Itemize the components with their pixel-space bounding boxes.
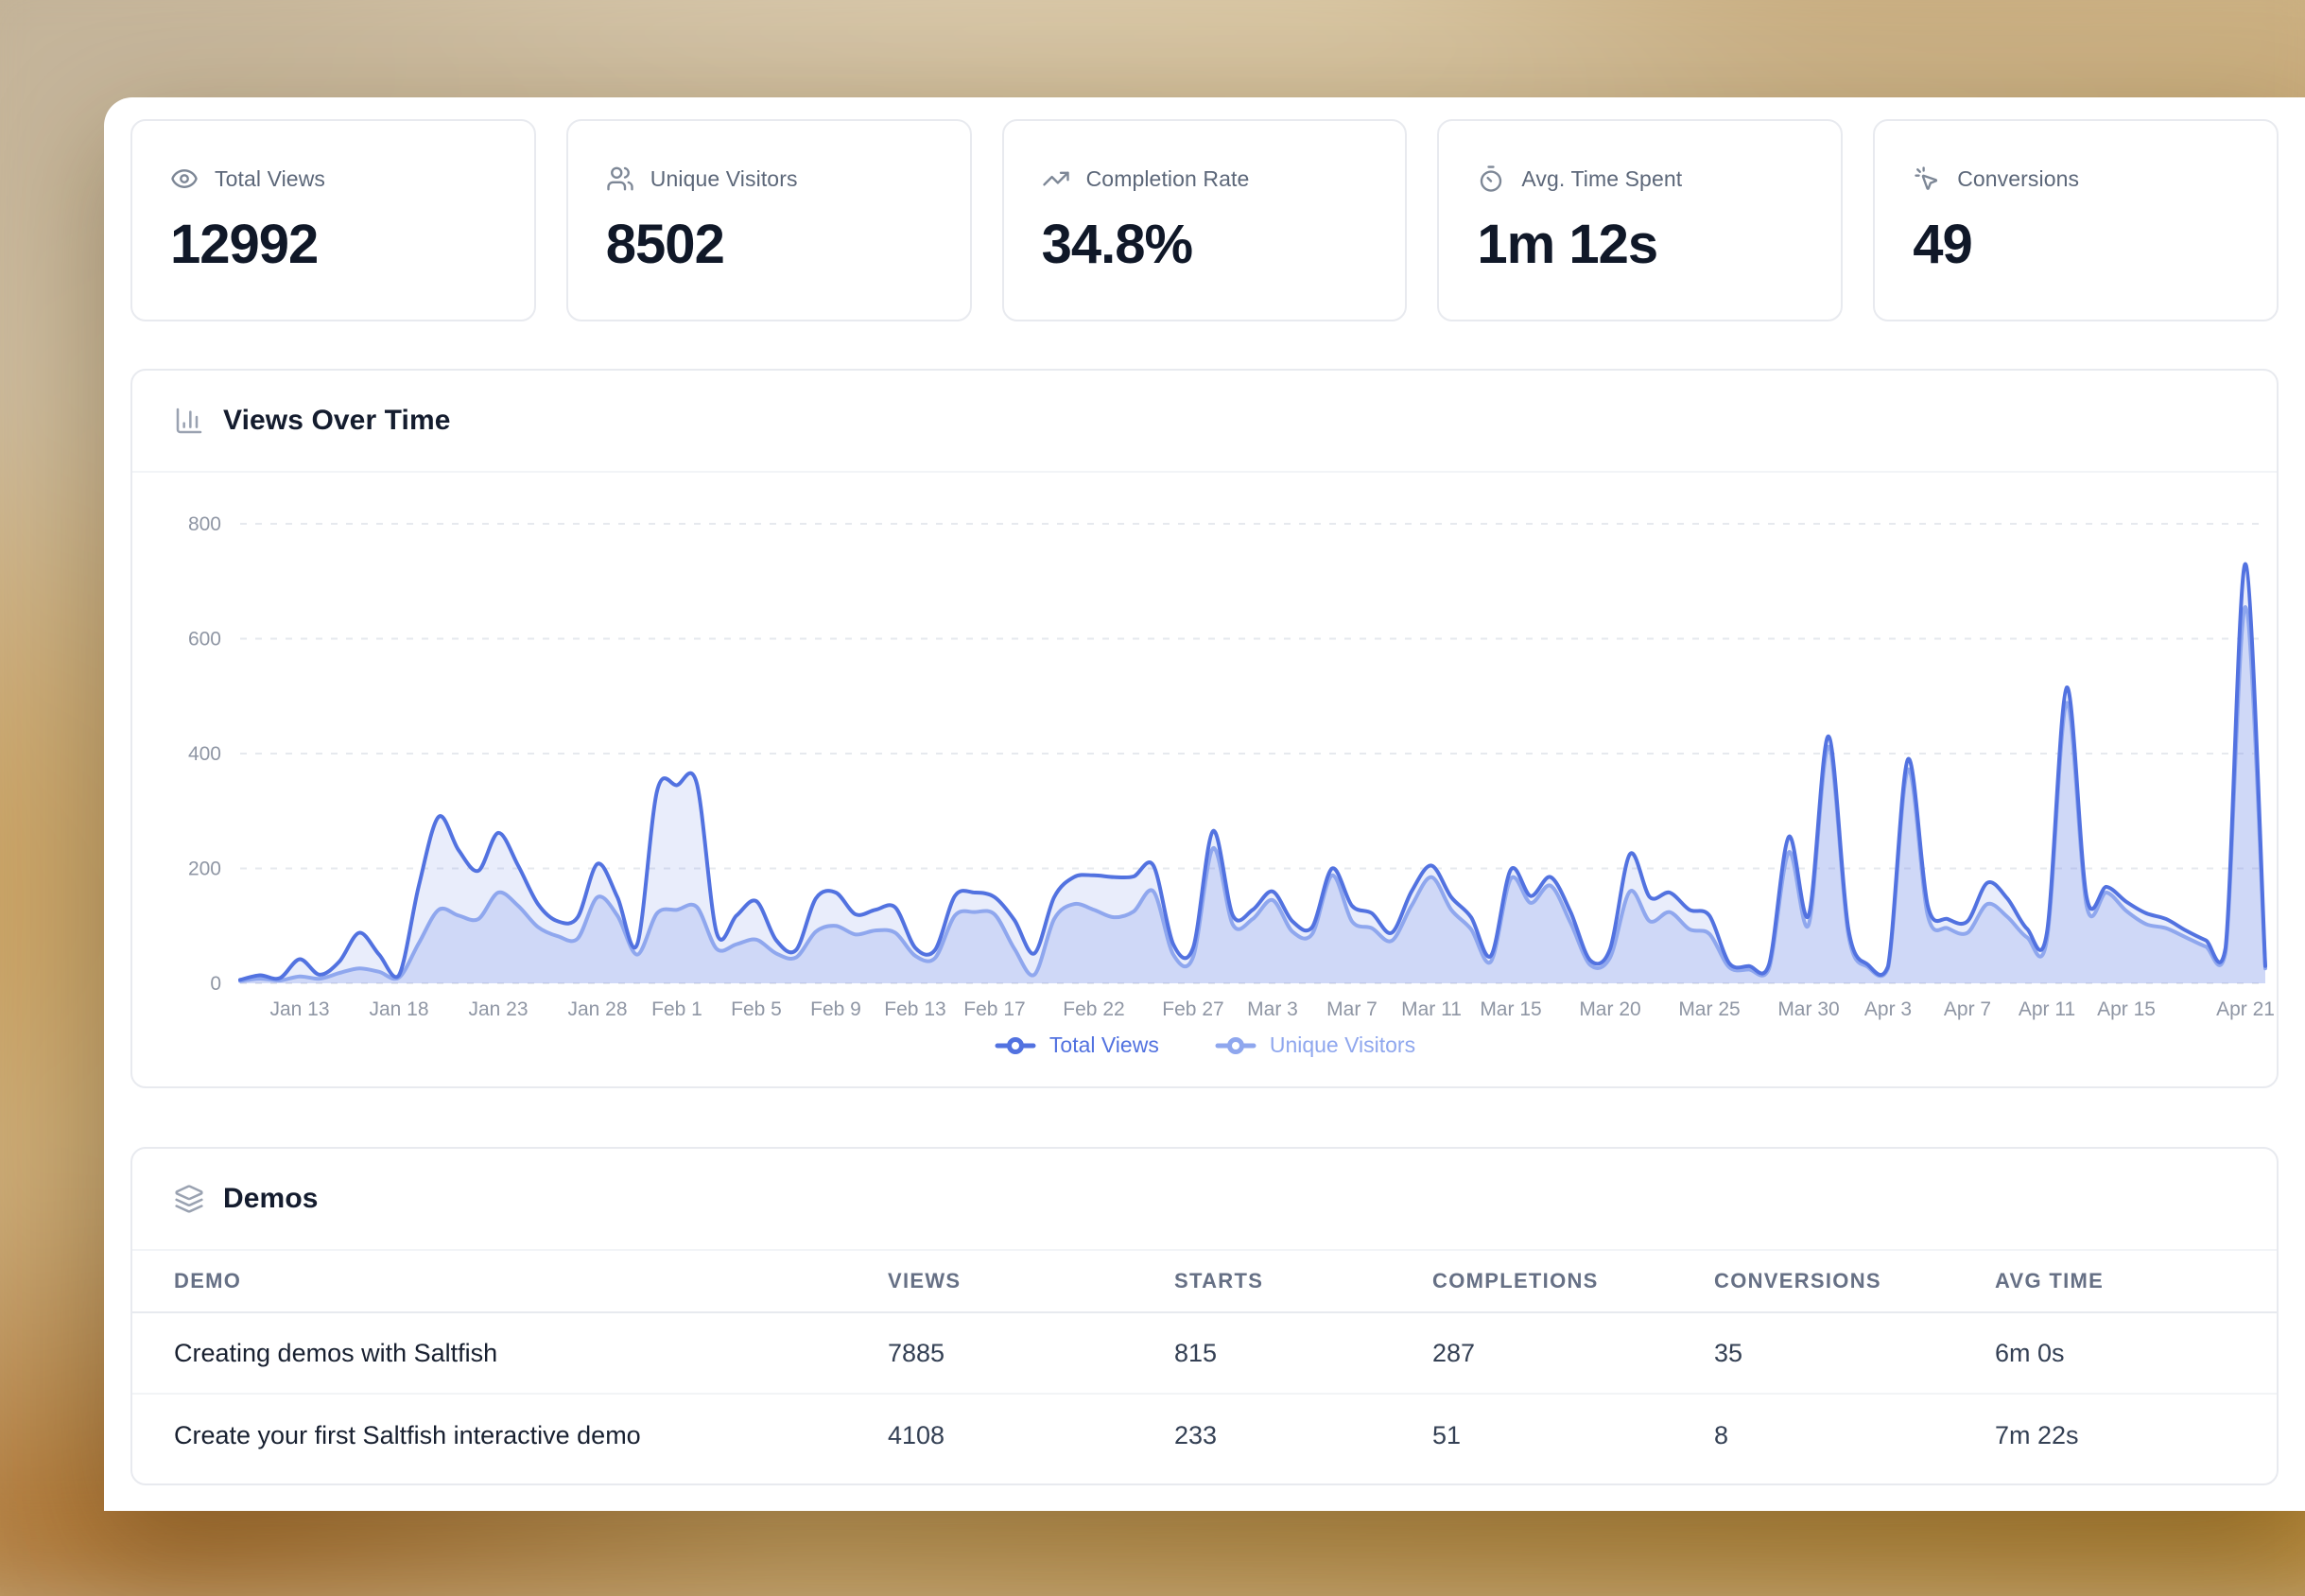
svg-text:Jan 28: Jan 28 [567,998,627,1020]
stats-row: Total Views 12992 Unique Visitors 8502 [130,119,2279,321]
stat-value: 49 [1913,214,1973,275]
svg-text:600: 600 [188,629,221,651]
svg-text:Apr 11: Apr 11 [2019,998,2075,1020]
svg-text:Feb 27: Feb 27 [1162,998,1223,1020]
demos-card: Demos DEMO VIEWS STARTS COMPLETIONS CONV… [130,1147,2279,1485]
legend-label: Unique Visitors [1269,1032,1416,1057]
starts-cell: 233 [1174,1420,1218,1449]
avg-time-cell: 6m 0s [1995,1338,2065,1367]
views-over-time-header: Views Over Time [132,371,2277,473]
stat-label: Total Views [215,165,326,191]
table-row[interactable]: Creating demos with Saltfish 7885 815 28… [132,1313,2277,1395]
stat-card-total-views: Total Views 12992 [130,119,536,321]
avg-time-cell: 7m 22s [1995,1420,2079,1449]
svg-text:Jan 18: Jan 18 [369,998,428,1020]
trending-up-icon [1042,171,1069,186]
legend-item-unique-visitors[interactable]: Unique Visitors [1214,1032,1415,1058]
conversions-cell: 35 [1714,1338,1743,1367]
stat-card-completion-rate: Completion Rate 34.8% [1001,119,1408,321]
svg-text:Jan 13: Jan 13 [269,998,329,1020]
stat-value: 1m 12s [1477,214,1658,275]
svg-text:Jan 23: Jan 23 [468,998,528,1020]
svg-text:Feb 1: Feb 1 [651,998,702,1020]
svg-text:Feb 22: Feb 22 [1063,998,1124,1020]
timer-icon [1481,165,1502,192]
svg-text:Mar 15: Mar 15 [1480,998,1541,1020]
svg-text:Mar 3: Mar 3 [1247,998,1298,1020]
column-header-views: VIEWS [888,1269,962,1292]
dashboard-panel: Total Views 12992 Unique Visitors 8502 [104,97,2305,1511]
layers-icon [175,1185,203,1213]
stat-value: 8502 [605,214,725,275]
legend-marker-icon [1215,1036,1256,1054]
table-row[interactable]: Create your first Saltfish interactive d… [132,1395,2277,1476]
card-title: Demos [223,1183,319,1214]
legend-marker-icon [995,1036,1036,1054]
column-header-demo: DEMO [174,1269,242,1292]
column-header-avg-time: AVG TIME [1995,1269,2105,1292]
svg-text:Mar 20: Mar 20 [1579,998,1640,1020]
demos-header: Demos [132,1149,2277,1251]
svg-text:Mar 25: Mar 25 [1678,998,1740,1020]
views-cell: 4108 [888,1420,945,1449]
stat-label: Conversions [1957,165,2080,191]
svg-text:Apr 3: Apr 3 [1864,998,1912,1020]
stat-card-conversions: Conversions 49 [1873,119,2279,321]
demo-name-cell[interactable]: Create your first Saltfish interactive d… [174,1420,641,1449]
column-header-completions: COMPLETIONS [1432,1269,1599,1292]
legend-label: Total Views [1049,1032,1159,1057]
cursor-click-icon [1915,166,1938,190]
users-icon [607,166,633,191]
chart-body: 0 200 400 600 800 Jan 13 Jan 18 Jan 23 Jan 28 Feb… [132,473,2277,1086]
demo-name-cell[interactable]: Creating demos with Saltfish [174,1338,498,1367]
column-header-conversions: CONVERSIONS [1714,1269,1881,1292]
svg-text:200: 200 [188,859,221,880]
svg-text:Feb 9: Feb 9 [810,998,861,1020]
completions-cell: 287 [1432,1338,1476,1367]
svg-text:Feb 13: Feb 13 [884,998,945,1020]
views-over-time-card: Views Over Time 0 200 400 600 800 Jan 13 Jan 1… [130,369,2279,1088]
views-cell: 7885 [888,1338,945,1367]
starts-cell: 815 [1174,1338,1218,1367]
chart-legend: Total Views Unique Visitors [132,1027,2277,1086]
svg-text:Feb 5: Feb 5 [731,998,782,1020]
stat-card-unique-visitors: Unique Visitors 8502 [565,119,972,321]
legend-item-total-views[interactable]: Total Views [994,1032,1159,1058]
svg-text:Mar 11: Mar 11 [1401,998,1462,1020]
svg-text:0: 0 [210,973,221,995]
stat-card-avg-time-spent: Avg. Time Spent 1m 12s [1437,119,1844,321]
svg-text:Mar 7: Mar 7 [1326,998,1378,1020]
svg-text:Mar 30: Mar 30 [1777,998,1839,1020]
column-header-starts: STARTS [1174,1269,1264,1292]
views-over-time-chart[interactable]: 0 200 400 600 800 Jan 13 Jan 18 Jan 23 Jan 28 Feb… [132,475,2277,1027]
svg-text:Feb 17: Feb 17 [963,998,1025,1020]
card-title: Views Over Time [223,405,451,436]
table-header-row: DEMO VIEWS STARTS COMPLETIONS CONVERSION… [132,1251,2277,1313]
stat-label: Avg. Time Spent [1521,165,1683,191]
stat-label: Unique Visitors [650,165,798,191]
svg-text:400: 400 [188,743,221,765]
svg-text:800: 800 [188,513,221,535]
conversions-cell: 8 [1714,1420,1729,1449]
completions-cell: 51 [1432,1420,1462,1449]
stat-value: 34.8% [1041,214,1193,275]
eye-icon [171,169,198,188]
svg-text:Apr 7: Apr 7 [1944,998,1991,1020]
svg-text:Apr 21: Apr 21 [2216,998,2275,1020]
stat-value: 12992 [170,214,319,275]
stat-label: Completion Rate [1085,165,1250,191]
bar-chart-icon [176,408,202,434]
svg-text:Apr 15: Apr 15 [2097,998,2156,1020]
